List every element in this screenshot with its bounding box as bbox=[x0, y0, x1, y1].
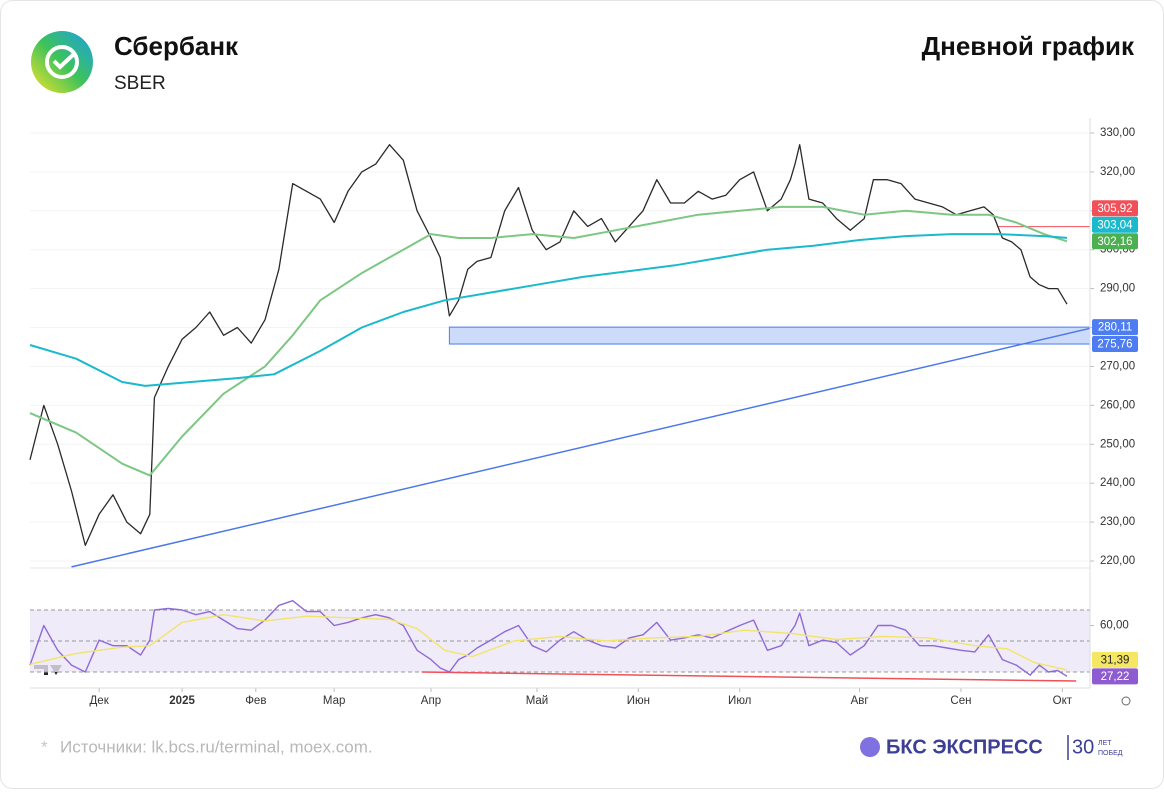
x-tick-label: Апр bbox=[421, 695, 441, 707]
ticker: SBER bbox=[114, 73, 166, 94]
y-tick-label: 250,00 bbox=[1100, 438, 1135, 450]
series-line bbox=[29, 600, 1068, 677]
series-line bbox=[29, 205, 1068, 477]
brand-number: 30 bbox=[1072, 736, 1094, 758]
price-label: 303,04 bbox=[1097, 219, 1133, 231]
price-label: 302,16 bbox=[1097, 236, 1132, 248]
series-line bbox=[29, 233, 1068, 387]
logo bbox=[31, 31, 93, 93]
x-tick-label: Мар bbox=[323, 695, 346, 707]
x-tick-label: Июн bbox=[627, 695, 650, 707]
price-label-box bbox=[1092, 200, 1138, 217]
support-zone bbox=[448, 326, 1091, 345]
brand-icon bbox=[860, 737, 880, 757]
price-label: 280,11 bbox=[1098, 322, 1132, 334]
series-line bbox=[29, 144, 1068, 547]
series-line bbox=[29, 614, 1068, 671]
x-tick-label: Окт bbox=[1053, 695, 1073, 707]
logo-icon bbox=[45, 45, 79, 79]
y-tick-label: 220,00 bbox=[1100, 555, 1135, 567]
price-label-box bbox=[1092, 336, 1138, 353]
x-tick-label: Дек bbox=[90, 695, 110, 707]
trend-line bbox=[71, 327, 1091, 568]
y-tick-label: 290,00 bbox=[1100, 283, 1135, 295]
logo-check bbox=[52, 52, 76, 70]
price-label-box bbox=[1092, 319, 1138, 336]
x-tick-label: Май bbox=[526, 695, 549, 707]
y-tick-label: 230,00 bbox=[1100, 516, 1135, 528]
brand-line2: ПОБЕД bbox=[1098, 750, 1123, 757]
price-label-box bbox=[1092, 668, 1138, 685]
brand-line1: ЛЕТ bbox=[1098, 740, 1112, 747]
x-tick-label: Фев bbox=[245, 695, 266, 707]
price-label: 31,39 bbox=[1101, 654, 1130, 666]
price-label-box bbox=[1092, 216, 1138, 233]
price-label-box bbox=[1092, 233, 1138, 250]
price-label: 27,22 bbox=[1101, 671, 1130, 683]
footnote: Источники: lk.bcs.ru/terminal, moex.com. bbox=[60, 737, 373, 756]
price-label-box bbox=[1092, 651, 1138, 668]
trend-line bbox=[421, 671, 1077, 682]
x-tick-label: Авг bbox=[851, 695, 869, 707]
y-tick-label: 270,00 bbox=[1100, 360, 1135, 372]
title: Сбербанк bbox=[114, 31, 239, 61]
footnote-mark: * bbox=[41, 737, 48, 756]
y-tick-label: 240,00 bbox=[1100, 477, 1135, 489]
chart-label: Дневной график bbox=[922, 31, 1135, 61]
x-tick-label: 2025 bbox=[169, 695, 195, 707]
settings-icon bbox=[1121, 696, 1131, 706]
brand: БКС ЭКСПРЕСС bbox=[886, 736, 1043, 758]
price-label: 305,92 bbox=[1097, 203, 1132, 215]
y-tick-label: 260,00 bbox=[1100, 399, 1135, 411]
y-tick-label: 320,00 bbox=[1100, 166, 1135, 178]
x-tick-label: Сен bbox=[950, 695, 971, 707]
y-tick-label: 60,00 bbox=[1100, 620, 1129, 632]
price-label: 275,76 bbox=[1097, 339, 1132, 351]
x-tick-label: Июл bbox=[728, 695, 751, 707]
y-tick-label: 330,00 bbox=[1100, 127, 1135, 139]
